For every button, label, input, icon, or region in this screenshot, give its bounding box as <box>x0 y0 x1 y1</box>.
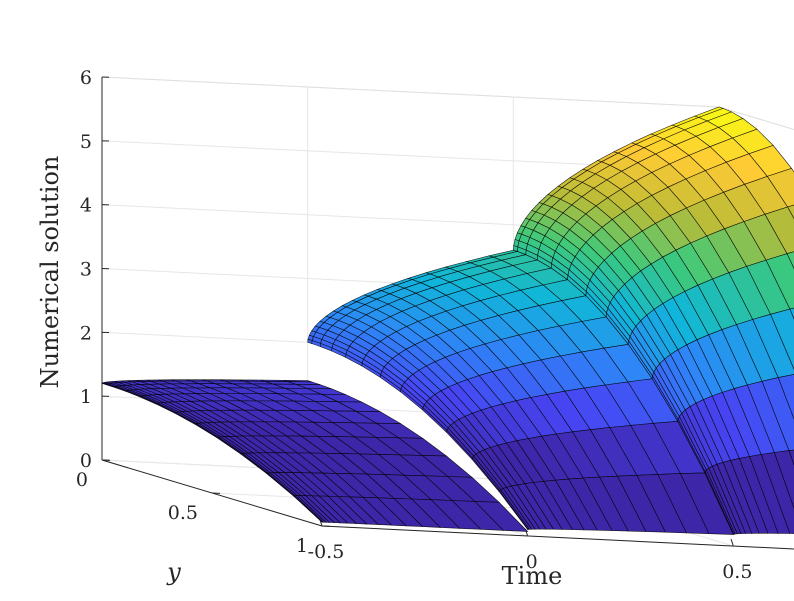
z-axis-label: Numerical solution <box>36 156 64 389</box>
z-tick-label: 1 <box>80 386 92 408</box>
surface-layer <box>102 107 794 537</box>
box-edge <box>102 77 719 107</box>
x-tick-label: -0.5 <box>308 541 345 563</box>
y-tick-label: 0 <box>76 469 88 491</box>
y-tick-label: 1 <box>296 535 308 557</box>
z-tick-label: 6 <box>80 67 92 89</box>
z-tick-label: 5 <box>80 131 92 153</box>
z-tick-label: 2 <box>80 322 92 344</box>
y-tick-label: 0.5 <box>168 502 198 524</box>
x-tick-label: 0.5 <box>722 561 752 583</box>
z-tick-label: 4 <box>80 195 92 217</box>
x-axis-label: Time <box>502 562 563 590</box>
z-tick-label: 3 <box>80 259 92 281</box>
y-axis-label: y <box>166 558 181 586</box>
